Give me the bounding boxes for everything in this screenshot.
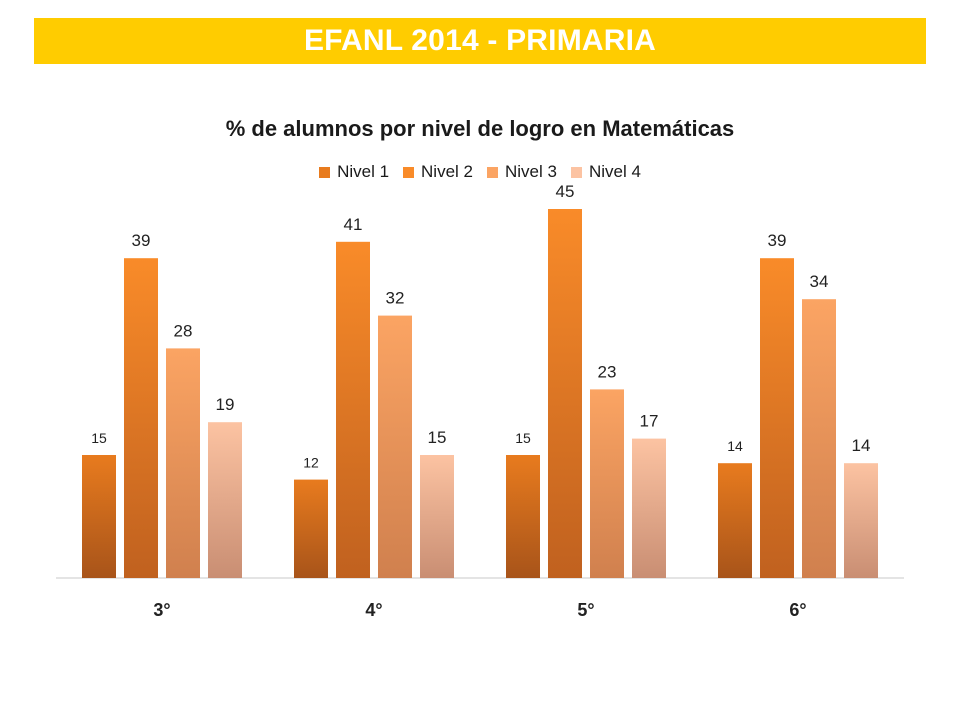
bar-nivel-4-6 bbox=[844, 463, 878, 578]
legend-swatch bbox=[487, 166, 498, 178]
data-label: 23 bbox=[598, 362, 617, 381]
bar-nivel-2-3 bbox=[124, 258, 158, 578]
bar-nivel-1-3 bbox=[82, 455, 116, 578]
data-label: 12 bbox=[303, 455, 319, 471]
legend-swatch bbox=[319, 166, 331, 178]
data-label: 39 bbox=[132, 231, 151, 250]
data-label: 17 bbox=[640, 412, 659, 431]
bar-nivel-3-4 bbox=[378, 315, 412, 578]
bar-nivel-2-5 bbox=[548, 209, 582, 578]
data-label: 14 bbox=[852, 436, 871, 455]
data-label: 34 bbox=[810, 272, 829, 291]
legend-item-nivel-2: Nivel 2 bbox=[403, 162, 473, 182]
legend-item-nivel-4: Nivel 4 bbox=[570, 162, 641, 182]
x-tick-label: 3° bbox=[153, 600, 170, 620]
bar-nivel-2-4 bbox=[336, 241, 370, 579]
data-label: 41 bbox=[344, 215, 363, 234]
data-label: 15 bbox=[91, 430, 107, 446]
chart-legend: Nivel 1 Nivel 2 Nivel 3 Nivel 4 bbox=[0, 162, 960, 182]
bar-nivel-1-4 bbox=[294, 479, 328, 578]
data-label: 15 bbox=[515, 430, 531, 446]
bar-nivel-1-6 bbox=[718, 463, 752, 578]
banner-title: EFANL 2014 - PRIMARIA bbox=[303, 24, 657, 57]
x-tick-label: 5° bbox=[577, 600, 594, 620]
data-label: 39 bbox=[768, 231, 787, 250]
bar-nivel-4-5 bbox=[632, 438, 666, 578]
legend-item-nivel-3: Nivel 3 bbox=[487, 162, 557, 182]
data-label: 15 bbox=[428, 428, 447, 447]
legend-item-nivel-1: Nivel 1 bbox=[319, 162, 389, 182]
bar-nivel-4-4 bbox=[420, 455, 454, 578]
bar-nivel-3-6 bbox=[802, 299, 836, 578]
bar-nivel-3-5 bbox=[590, 389, 624, 578]
bar-nivel-1-5 bbox=[506, 455, 540, 578]
legend-label: Nivel 2 bbox=[421, 162, 473, 181]
bar-nivel-2-6 bbox=[760, 258, 794, 578]
x-tick-label: 4° bbox=[365, 600, 382, 620]
data-label: 14 bbox=[727, 438, 743, 454]
bar-nivel-4-3 bbox=[208, 422, 242, 578]
legend-swatch bbox=[403, 166, 415, 178]
legend-label: Nivel 3 bbox=[505, 162, 557, 181]
x-tick-label: 6° bbox=[789, 600, 806, 620]
data-label: 45 bbox=[556, 182, 575, 201]
bar-nivel-3-3 bbox=[166, 348, 200, 578]
banner: EFANL 2014 - PRIMARIA bbox=[34, 18, 926, 64]
chart-title: % de alumnos por nivel de logro en Matem… bbox=[225, 116, 735, 141]
data-label: 28 bbox=[174, 321, 193, 340]
legend-label: Nivel 4 bbox=[588, 162, 641, 181]
data-label: 19 bbox=[216, 395, 235, 414]
legend-label: Nivel 1 bbox=[337, 162, 390, 181]
legend-swatch bbox=[570, 166, 582, 178]
data-label: 32 bbox=[386, 289, 405, 308]
